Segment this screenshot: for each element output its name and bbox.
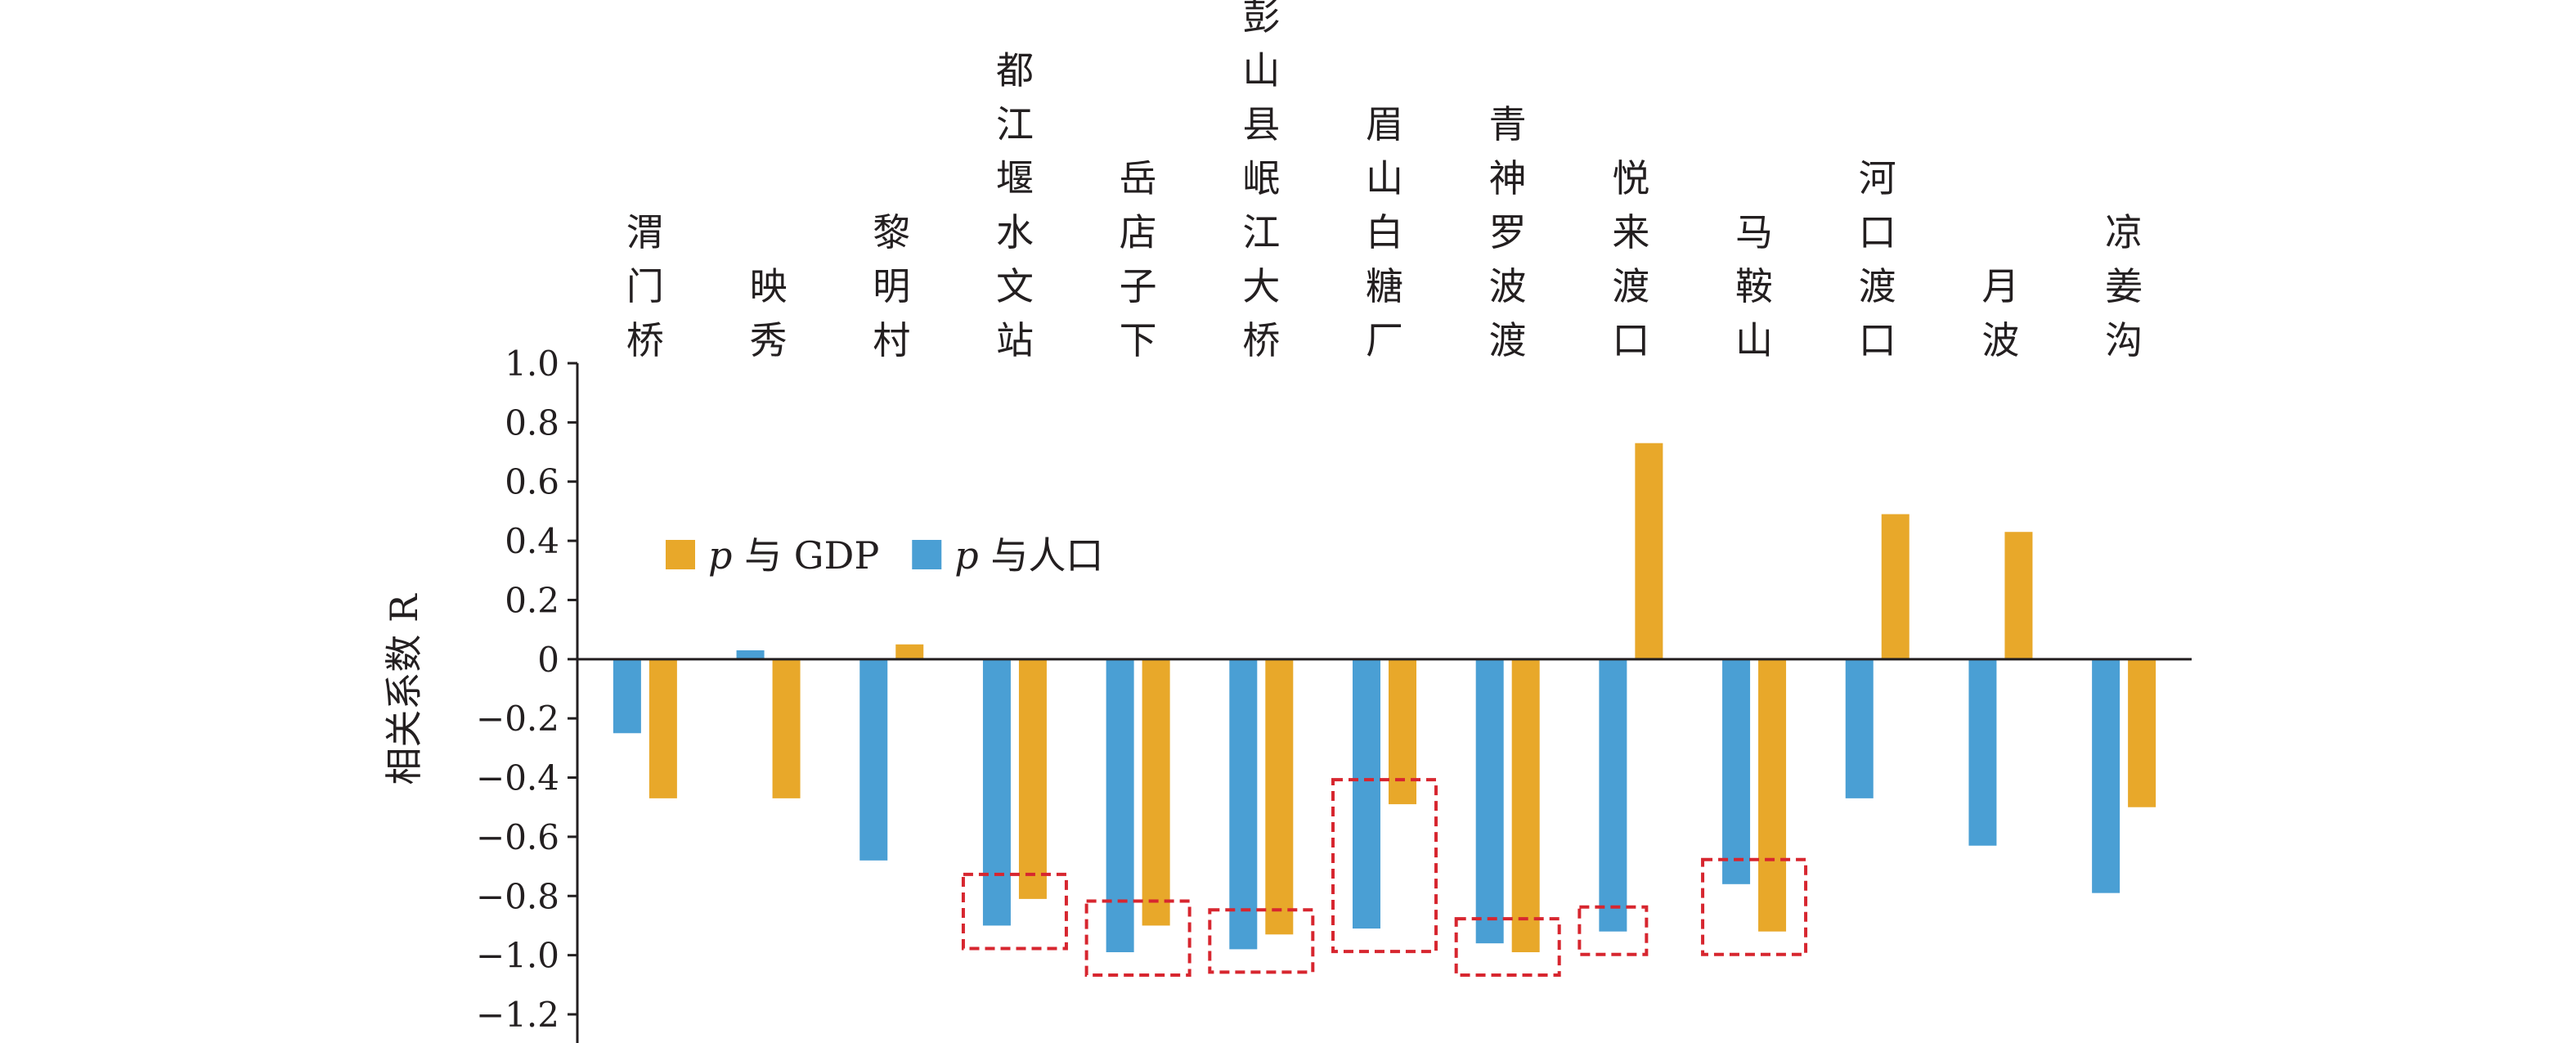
y-tick-label: −0.8: [476, 876, 559, 916]
category-label: 映秀: [750, 264, 788, 362]
bar-gdp: [1265, 659, 1294, 935]
y-axis-title: 相关系数 R: [382, 593, 426, 785]
category-label: 岳店子下: [1120, 156, 1157, 362]
category-label: 眉山白糖厂: [1366, 102, 1403, 362]
bar-population: [613, 659, 641, 734]
highlight-box: [1331, 778, 1438, 954]
bar-gdp: [895, 644, 924, 659]
highlight-box: [961, 872, 1068, 951]
highlight-box: [1701, 857, 1808, 956]
y-tick-label: −0.6: [476, 817, 559, 857]
y-tick-label: 0.2: [505, 580, 559, 620]
bar-population: [859, 659, 888, 861]
legend-swatch: [666, 540, 695, 569]
bar-gdp: [648, 659, 677, 798]
bar-gdp: [1635, 443, 1663, 659]
highlight-box: [1208, 908, 1315, 974]
bar-gdp: [1018, 659, 1047, 899]
highlight-box: [1084, 899, 1192, 978]
bar-population: [1106, 659, 1134, 953]
legend: p 与 GDP p 与人口: [666, 533, 1103, 578]
y-tick-label: 0.6: [505, 462, 559, 502]
y-tick-label: 0: [537, 640, 559, 680]
y-tick-label: 0.4: [505, 521, 559, 561]
bar-population: [1722, 659, 1751, 884]
y-tick-label: −0.2: [476, 699, 559, 739]
legend-label: p 与 GDP: [708, 533, 879, 578]
highlight-box: [1454, 917, 1561, 978]
bar-gdp: [1758, 659, 1787, 932]
y-tick-label: 0.8: [505, 402, 559, 443]
bar-gdp: [2004, 532, 2033, 659]
category-label: 月波: [1981, 264, 2019, 362]
bar-gdp: [1511, 659, 1540, 953]
category-label: 都江堰水文站: [996, 48, 1034, 362]
category-label: 凉姜沟: [2105, 210, 2143, 362]
bar-population: [1599, 659, 1627, 932]
y-axis-label: 相关系数 R: [382, 593, 426, 785]
bar-population: [1968, 659, 1997, 846]
bar-population: [1353, 659, 1380, 929]
bars: [613, 443, 2156, 953]
category-label: 渭门桥: [626, 210, 664, 362]
category-label: 河口渡口: [1859, 156, 1896, 362]
bar-population: [1845, 659, 1874, 798]
y-tick-label: −0.4: [476, 758, 559, 798]
category-label: 彭山县岷江大桥: [1242, 0, 1280, 362]
category-label: 黎明村: [873, 210, 910, 362]
bar-gdp: [1389, 659, 1416, 805]
bar-gdp: [772, 659, 801, 798]
category-label: 悦来渡口: [1612, 156, 1649, 362]
category-label: 马鞍山: [1735, 210, 1773, 362]
bar-gdp: [2128, 659, 2156, 807]
highlight-boxes: [961, 778, 1808, 978]
bar-gdp: [1142, 659, 1170, 926]
legend-label: p 与人口: [954, 533, 1103, 578]
bar-population: [1229, 659, 1258, 950]
y-tick-label: 1.0: [505, 344, 559, 384]
category-labels: 渭门桥 映秀 黎明村 都江堰水文站 岳店子下 彭山县岷江大桥 眉山白糖厂 青神罗波渡 悦来渡口 马…: [626, 0, 2143, 362]
bar-population: [736, 650, 765, 659]
bar-gdp: [1881, 514, 1910, 659]
bar-population: [2092, 659, 2120, 893]
y-axis: 1.0 0.8 0.6 0.4 0.2 0 −0.2 −0.4 −0.6 −0.8 −1.0 −1.2: [476, 344, 579, 1043]
category-label: 青神罗波渡: [1489, 102, 1527, 362]
y-tick-label: −1.0: [476, 936, 559, 976]
legend-swatch: [912, 540, 942, 569]
y-tick-label: −1.2: [476, 995, 559, 1035]
bar-population: [982, 659, 1011, 926]
bar-population: [1475, 659, 1504, 944]
highlight-box: [1577, 905, 1649, 956]
